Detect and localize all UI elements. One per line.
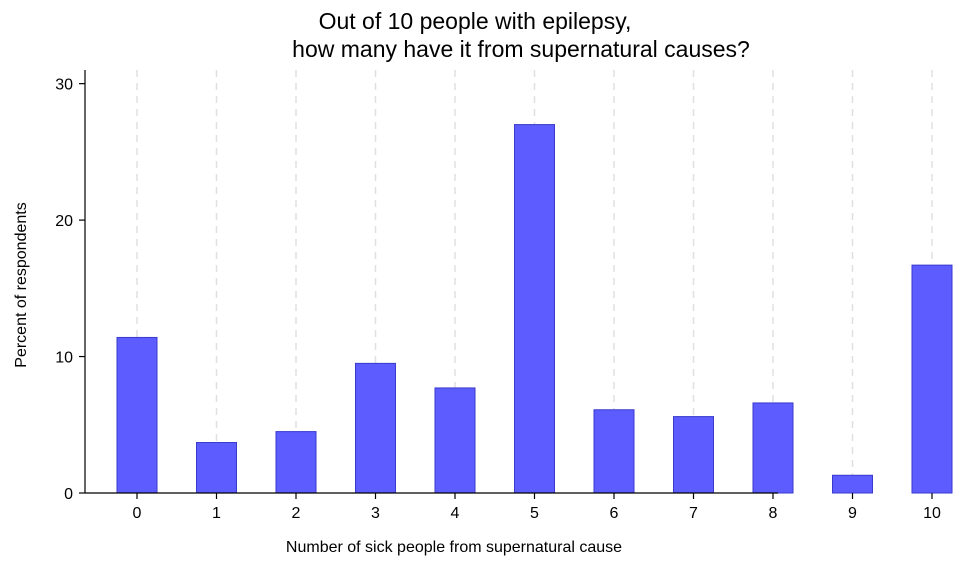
bar-1 [196,442,237,494]
y-axis-title: Percent of respondents [13,202,30,367]
x-tick-label-0: 0 [133,505,142,522]
x-tick-label-4: 4 [451,505,460,522]
x-axis-title: Number of sick people from supernatural … [286,539,622,556]
bar-0 [116,336,158,494]
bar-6 [593,409,635,494]
x-tick-label-10: 10 [923,505,941,522]
bar-9 [832,474,873,494]
bar-10 [911,264,953,494]
chart-title-line-2: how many have it from supernatural cause… [292,36,750,62]
bar-5 [514,124,555,494]
bar-4 [434,387,476,494]
bar-3 [355,362,396,494]
y-tick-label-10: 10 [55,350,73,367]
x-tick-label-3: 3 [371,505,380,522]
x-tick-label-9: 9 [848,505,857,522]
x-tick-label-6: 6 [610,505,619,522]
x-tick-label-5: 5 [530,505,539,522]
y-tick-label-0: 0 [64,486,73,503]
bar-2 [275,431,317,494]
chart-title-line-1: Out of 10 people with epilepsy, [319,8,632,34]
x-tick-label-8: 8 [769,505,778,522]
y-tick-label-20: 20 [55,213,73,230]
y-tick-label-30: 30 [55,77,73,94]
bar-7 [673,416,714,494]
x-tick-label-2: 2 [292,505,301,522]
axes: 0 10 20 30 0 1 2 3 4 5 6 7 8 9 10 [55,70,941,522]
x-tick-label-7: 7 [689,505,698,522]
bar-8 [752,402,794,494]
x-tick-label-1: 1 [212,505,221,522]
bars [116,124,953,494]
